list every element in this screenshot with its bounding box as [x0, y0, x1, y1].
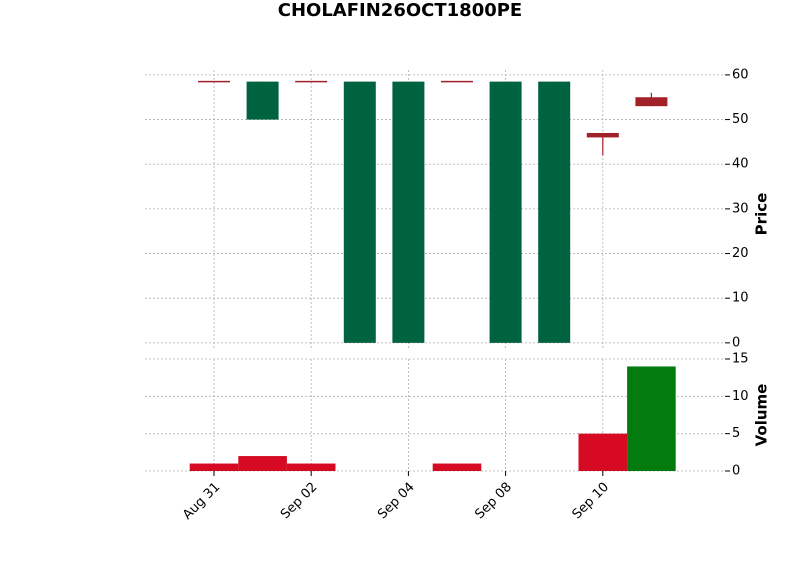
volume-label: Volume	[753, 384, 771, 447]
y-tick-label: 5	[732, 426, 740, 441]
y-tick-label: 30	[732, 201, 749, 216]
candle-body	[635, 97, 668, 107]
y-tick-label: 0	[732, 464, 740, 479]
candle-body	[198, 80, 230, 83]
volume-bar	[432, 463, 482, 471]
y-tick-label: 60	[732, 67, 749, 82]
x-tick-label: Aug 31	[180, 480, 223, 523]
volume-bar	[189, 463, 239, 471]
x-tick-label: Sep 10	[570, 480, 613, 523]
price-label: Price	[753, 193, 771, 236]
y-tick-label: 20	[732, 246, 749, 261]
x-tick-label: Sep 04	[375, 480, 418, 523]
candle-body	[586, 132, 619, 138]
volume-bar	[286, 463, 336, 471]
candle-body	[343, 81, 376, 343]
y-tick-label: 10	[732, 389, 749, 404]
x-tick-label: Sep 08	[472, 480, 515, 523]
candle-body	[441, 80, 473, 83]
x-tick-label: Sep 02	[278, 480, 321, 523]
y-tick-label: 10	[732, 291, 749, 306]
volume-bar	[627, 366, 676, 471]
candle-body	[246, 81, 279, 120]
candle-body	[295, 80, 328, 83]
y-tick-label: 0	[732, 335, 740, 350]
candle-body	[538, 81, 571, 343]
candle-body	[489, 81, 522, 343]
volume-bar	[578, 433, 628, 471]
y-tick-label: 40	[732, 157, 749, 172]
y-tick-label: 50	[732, 112, 749, 127]
y-tick-label: 15	[732, 352, 749, 367]
chart-title: CHOLAFIN26OCT1800PE	[278, 0, 522, 21]
volume-bar	[238, 456, 287, 471]
candle-body	[392, 81, 425, 343]
